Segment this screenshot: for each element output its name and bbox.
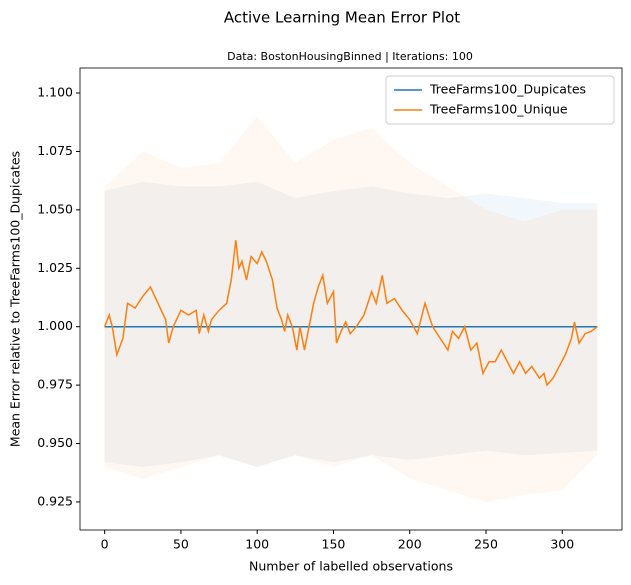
chart-title: Active Learning Mean Error Plot <box>224 9 460 27</box>
x-axis-label: Number of labelled observations <box>249 559 453 574</box>
y-tick-label: 1.100 <box>37 85 73 100</box>
y-axis-label: Mean Error relative to TreeFarms100_Dupi… <box>8 151 23 447</box>
y-tick-label: 1.025 <box>37 260 73 275</box>
y-tick-label: 1.075 <box>37 143 73 158</box>
x-tick-label: 300 <box>550 537 574 552</box>
legend-label: TreeFarms100_Unique <box>429 102 568 117</box>
chart-subtitle: Data: BostonHousingBinned | Iterations: … <box>227 50 473 63</box>
y-tick-label: 0.975 <box>37 377 73 392</box>
legend-label: TreeFarms100_Dupicates <box>429 82 586 97</box>
x-tick-label: 100 <box>245 537 269 552</box>
x-tick-label: 0 <box>101 537 109 552</box>
legend-box <box>385 75 615 125</box>
y-tick-label: 1.000 <box>37 318 73 333</box>
x-tick-label: 250 <box>474 537 498 552</box>
series-line <box>103 240 598 387</box>
y-tick-label: 0.950 <box>37 435 73 450</box>
y-tick-label: 0.925 <box>37 493 73 508</box>
x-tick-label: 150 <box>322 537 346 552</box>
x-tick-label: 50 <box>173 537 189 552</box>
error-band <box>104 116 598 502</box>
y-tick-label: 1.050 <box>37 201 73 216</box>
error-band <box>104 181 598 467</box>
x-tick-label: 200 <box>398 537 422 552</box>
plot-frame <box>79 67 623 531</box>
